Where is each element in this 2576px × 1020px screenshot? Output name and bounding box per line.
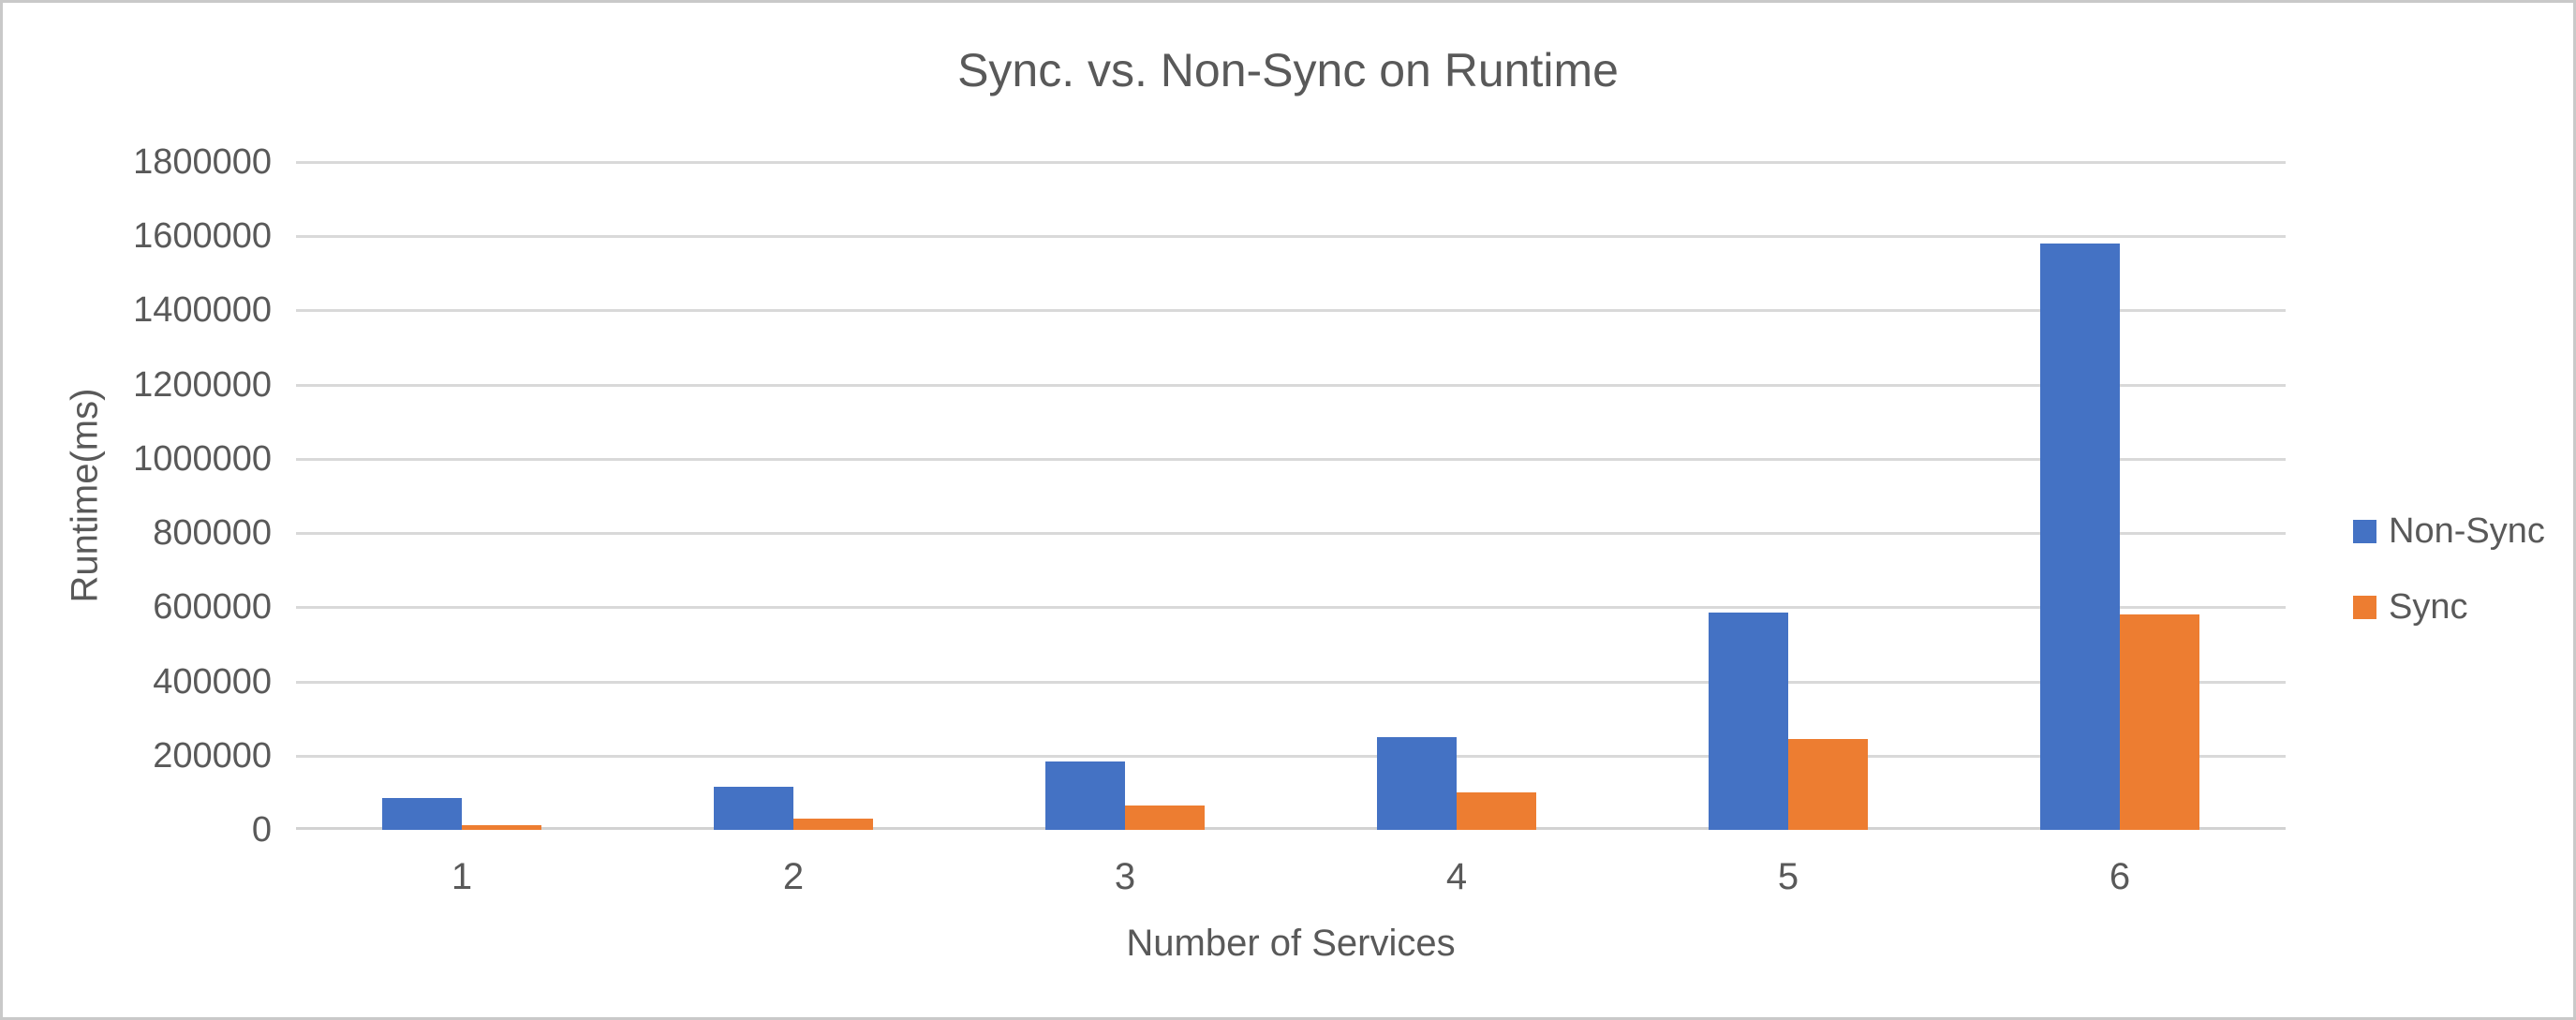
gridline-800000 xyxy=(296,532,2286,535)
legend-label-sync: Sync xyxy=(2389,586,2468,627)
gridline-600000 xyxy=(296,606,2286,609)
y-tick-label-1400000: 1400000 xyxy=(133,290,272,330)
bar-non-sync-services-6 xyxy=(2040,244,2120,830)
y-tick-label-800000: 800000 xyxy=(153,513,272,553)
gridline-1200000 xyxy=(296,384,2286,387)
bar-sync-services-6 xyxy=(2120,614,2199,830)
legend-label-non-sync: Non-Sync xyxy=(2389,510,2545,551)
y-axis-tick-labels: 0 200000 400000 600000 800000 1000000 1200000 1… xyxy=(3,142,272,850)
legend-swatch-non-sync xyxy=(2353,519,2376,543)
gridline-400000 xyxy=(296,681,2286,684)
y-tick-label-1200000: 1200000 xyxy=(133,365,272,405)
bar-non-sync-services-1 xyxy=(382,798,462,830)
x-tick-label-2: 2 xyxy=(782,856,805,897)
legend-item-non-sync: Non-Sync xyxy=(2353,510,2545,552)
x-tick-label-3: 3 xyxy=(1114,856,1136,897)
x-axis-tick-labels: 1 2 3 4 5 6 xyxy=(296,855,2286,902)
gridline-1400000 xyxy=(296,309,2286,312)
x-tick-label-1: 1 xyxy=(451,856,473,897)
bar-non-sync-services-5 xyxy=(1709,613,1788,830)
bar-sync-services-1 xyxy=(462,825,541,830)
gridline-1000000 xyxy=(296,458,2286,461)
y-tick-label-200000: 200000 xyxy=(153,736,272,776)
bar-sync-services-2 xyxy=(793,819,873,830)
gridline-1600000 xyxy=(296,235,2286,238)
bar-sync-services-4 xyxy=(1457,792,1536,830)
chart-title: Sync. vs. Non-Sync on Runtime xyxy=(957,44,1619,96)
gridline-200000 xyxy=(296,755,2286,758)
bar-sync-services-3 xyxy=(1125,806,1205,830)
gridline-1800000 xyxy=(296,161,2286,164)
x-tick-label-5: 5 xyxy=(1777,856,1799,897)
bar-non-sync-services-4 xyxy=(1377,737,1457,830)
x-tick-label-4: 4 xyxy=(1445,856,1468,897)
bar-non-sync-services-2 xyxy=(714,787,793,830)
legend-swatch-sync xyxy=(2353,595,2376,619)
y-tick-label-0: 0 xyxy=(251,810,272,850)
bar-non-sync-services-3 xyxy=(1045,761,1125,830)
y-tick-label-400000: 400000 xyxy=(153,662,272,702)
y-tick-label-600000: 600000 xyxy=(153,587,272,627)
x-tick-label-6: 6 xyxy=(2109,856,2131,897)
x-axis-line xyxy=(296,827,2286,830)
legend-item-sync: Sync xyxy=(2353,586,2467,628)
bar-sync-services-5 xyxy=(1788,739,1868,830)
plot-area xyxy=(296,161,2286,830)
y-tick-label-1800000: 1800000 xyxy=(133,142,272,182)
x-axis-title: Number of Services xyxy=(1126,923,1456,964)
y-tick-label-1600000: 1600000 xyxy=(133,216,272,256)
legend: Non-Sync Sync xyxy=(2353,3,2573,1017)
y-tick-label-1000000: 1000000 xyxy=(133,439,272,479)
